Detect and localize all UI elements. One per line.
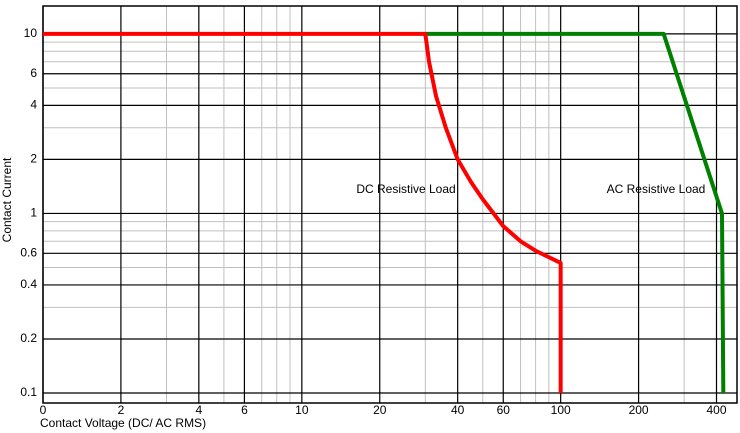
y-tick-label: 0.2 [20,331,37,345]
x-axis-title: Contact Voltage (DC/ AC RMS) [40,416,206,430]
series-line [43,31,563,394]
plot-frame [42,5,738,404]
series-line [425,31,726,394]
y-tick-label: 1 [30,206,37,220]
x-tick-label: 2 [118,403,125,417]
x-tick-label: 10 [295,403,309,417]
y-tick-label: 10 [24,26,38,40]
y-tick-label: 4 [30,98,37,112]
series-label: AC Resistive Load [607,182,706,196]
y-tick-label: 0.1 [20,385,37,399]
y-axis-title: Contact Current [0,157,14,242]
x-tick-label: 400 [706,403,726,417]
x-tick-label: 20 [373,403,387,417]
x-tick-label: 0 [40,403,47,417]
y-tick-label: 0.6 [20,245,37,259]
y-tick-label: 2 [30,152,37,166]
x-tick-label: 60 [497,403,511,417]
x-tick-label: 6 [241,403,248,417]
x-tick-label: 200 [629,403,649,417]
y-tick-label: 0.4 [20,277,37,291]
series-label: DC Resistive Load [356,182,455,196]
x-tick-label: 100 [551,403,571,417]
y-tick-label: 6 [30,66,37,80]
x-tick-label: 4 [195,403,202,417]
x-tick-label: 40 [451,403,465,417]
